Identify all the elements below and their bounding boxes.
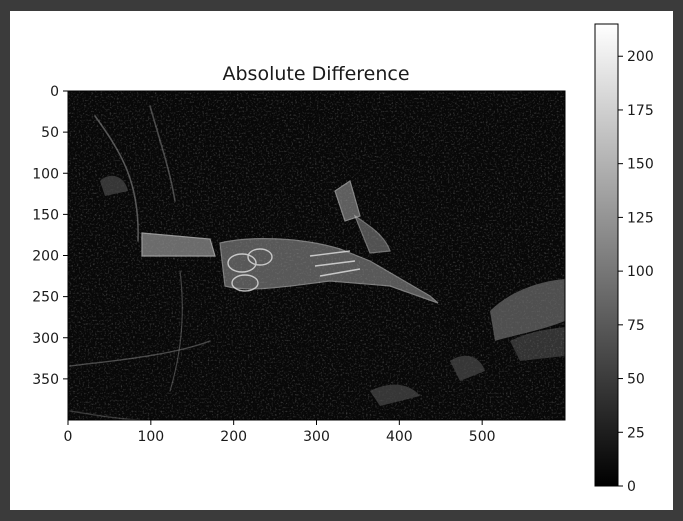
colorbar-tick-label: 200 — [627, 49, 654, 65]
colorbar-tick-label: 25 — [627, 425, 645, 441]
y-tick-label: 200 — [32, 249, 59, 265]
x-axis: 0 100 200 300 400 500 — [64, 420, 496, 445]
x-tick-label: 100 — [137, 429, 164, 445]
x-tick-label: 200 — [220, 429, 247, 445]
difference-image — [68, 91, 565, 420]
colorbar-tick-label: 75 — [627, 318, 645, 334]
colorbar-tick-label: 50 — [627, 372, 645, 388]
x-tick-label: 300 — [303, 429, 330, 445]
y-axis: 0 50 100 150 200 250 300 350 — [32, 84, 68, 388]
colorbar-tick-label: 100 — [627, 264, 654, 280]
y-tick-label: 50 — [41, 125, 59, 141]
colorbar: 0 25 50 75 100 125 150 175 200 — [594, 23, 654, 495]
y-tick-label: 350 — [32, 372, 59, 388]
figure-canvas: Absolute Difference — [10, 11, 673, 510]
colorbar-tick-label: 0 — [627, 479, 636, 495]
colorbar-tick-label: 125 — [627, 210, 654, 226]
y-tick-label: 300 — [32, 331, 59, 347]
y-tick-label: 150 — [32, 207, 59, 223]
colorbar-tick-label: 150 — [627, 157, 654, 173]
y-tick-label: 100 — [32, 166, 59, 182]
colorbar-tick-label: 175 — [627, 103, 654, 119]
y-tick-label: 250 — [32, 290, 59, 306]
y-tick-label: 0 — [50, 84, 59, 100]
x-tick-label: 0 — [64, 429, 73, 445]
colorbar-ticks: 0 25 50 75 100 125 150 175 200 — [618, 49, 654, 495]
x-tick-label: 500 — [469, 429, 496, 445]
colorbar-gradient — [594, 23, 619, 487]
chart-title: Absolute Difference — [222, 63, 409, 85]
figure-svg: Absolute Difference — [32, 23, 654, 495]
x-tick-label: 400 — [386, 429, 413, 445]
